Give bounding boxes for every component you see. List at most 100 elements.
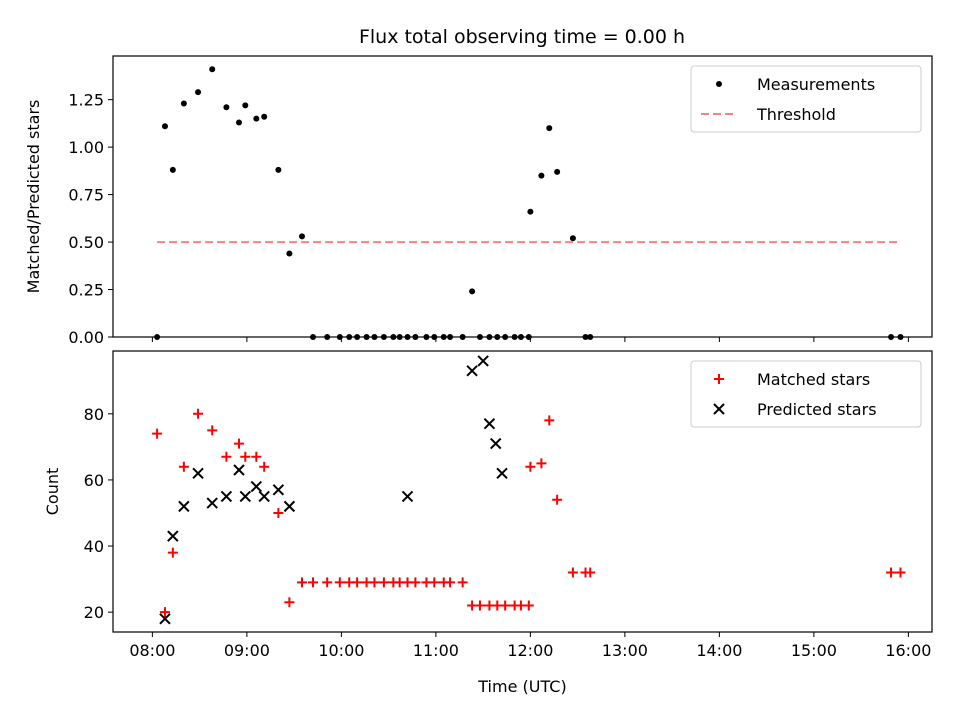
measurement-point xyxy=(346,334,353,340)
matched-stars-point xyxy=(500,600,511,611)
measurement-point xyxy=(431,334,438,340)
y-tick-label: 0.50 xyxy=(68,233,104,252)
measurement-point xyxy=(587,334,594,340)
matched-stars-point xyxy=(429,577,440,588)
measurement-point xyxy=(310,334,317,340)
figure-title: Flux total observing time = 0.00 h xyxy=(359,26,685,48)
y-tick-label: 0.75 xyxy=(68,186,104,205)
matched-stars-point xyxy=(322,577,333,588)
predicted-stars-point xyxy=(401,490,414,503)
matched-stars-point xyxy=(352,577,363,588)
matched-stars-point xyxy=(544,415,555,426)
legend-label: Predicted stars xyxy=(757,400,877,419)
measurement-point xyxy=(396,334,403,340)
predicted-stars-point xyxy=(466,365,478,377)
x-tick-label: 09:00 xyxy=(224,641,270,660)
y-axis-label: Count xyxy=(43,468,62,516)
matched-stars-point xyxy=(410,577,421,588)
measurement-point xyxy=(169,166,176,173)
measurement-point xyxy=(888,334,895,340)
top-panel-measurements: 0.00 0.25 0.50 0.75 1.00 1.25 Matched/Predicte… xyxy=(24,55,933,347)
legend-box xyxy=(690,360,922,428)
measurement-point xyxy=(412,334,419,340)
matched-stars-point xyxy=(273,507,284,518)
matched-stars-point xyxy=(207,425,218,436)
legend-predicted-swatch xyxy=(713,403,725,415)
matched-stars-point xyxy=(895,567,906,578)
measurement-point xyxy=(336,334,343,340)
measurement-point xyxy=(554,168,561,175)
matched-stars-point xyxy=(259,461,270,472)
measurement-point xyxy=(476,334,483,340)
measurement-point xyxy=(569,235,576,242)
y-tick-label: 60 xyxy=(84,471,104,490)
legend-label: Matched stars xyxy=(757,370,870,389)
measurement-point xyxy=(363,334,370,340)
measurement-point xyxy=(390,334,397,340)
axes-frame xyxy=(112,350,933,633)
measurement-point xyxy=(582,334,589,340)
predicted-stars-point xyxy=(178,500,190,513)
predicted-stars-point xyxy=(239,490,252,503)
y-tick-label: 40 xyxy=(84,537,104,556)
legend-label: Measurements xyxy=(757,75,875,94)
measurement-point xyxy=(286,250,293,257)
matched-stars-point xyxy=(474,600,485,611)
matched-stars-point xyxy=(457,577,468,588)
matched-stars-point xyxy=(152,428,163,439)
y-tick-label: 0.25 xyxy=(68,281,104,300)
measurement-point xyxy=(486,334,493,340)
predicted-stars-point xyxy=(483,418,496,430)
matched-stars-point xyxy=(297,577,307,588)
measurement-point xyxy=(236,119,242,126)
measurement-point xyxy=(546,125,553,132)
matched-stars-point xyxy=(378,577,389,588)
x-tick-label: 11:00 xyxy=(413,641,459,660)
matched-stars-point xyxy=(178,461,189,472)
measurement-point xyxy=(242,102,249,109)
measurement-point xyxy=(511,334,518,340)
measurement-point xyxy=(261,113,268,120)
legend-matched-swatch xyxy=(714,374,724,384)
predicted-stars-point xyxy=(477,355,489,367)
measurement-point xyxy=(354,334,361,340)
measurement-point xyxy=(525,334,532,340)
measurement-point xyxy=(517,334,524,340)
measurement-point xyxy=(469,288,476,295)
measurement-point xyxy=(275,166,282,173)
predicted-stars-point xyxy=(496,467,508,480)
predicted-stars-point xyxy=(167,530,179,542)
predicted-stars-point xyxy=(159,613,171,625)
bottom-panel-counts: 08:00 09:00 10:00 11:00 12:00 13:00 14:00 15:00… xyxy=(43,350,933,696)
predicted-stars-point xyxy=(490,437,502,450)
measurement-point xyxy=(380,334,387,340)
matched-stars-point xyxy=(585,567,596,578)
measurement-point xyxy=(897,334,904,340)
legend-measurement-swatch xyxy=(716,81,722,87)
legend-label: Threshold xyxy=(756,105,836,124)
x-tick-label: 14:00 xyxy=(696,641,742,660)
x-axis-label: Time (UTC) xyxy=(477,677,566,696)
matched-stars-point xyxy=(886,567,897,578)
measurement-point xyxy=(299,233,305,240)
predicted-stars-point xyxy=(250,480,263,493)
matched-stars-point xyxy=(523,600,534,611)
predicted-stars-point xyxy=(233,464,245,476)
predicted-stars-point xyxy=(272,484,285,496)
matched-stars-point xyxy=(567,567,578,578)
matched-stars-point xyxy=(525,461,536,472)
legend-box xyxy=(690,65,922,133)
measurement-point xyxy=(447,334,454,340)
matched-stars-point xyxy=(240,451,251,462)
matched-stars-point xyxy=(334,577,345,588)
matched-stars-point xyxy=(445,577,456,588)
predicted-stars-point xyxy=(192,467,204,480)
y-axis-label: Matched/Predicted stars xyxy=(24,100,43,294)
measurement-point xyxy=(459,334,466,340)
measurement-point xyxy=(371,334,378,340)
measurement-point xyxy=(180,100,187,107)
measurement-point xyxy=(209,66,216,73)
matched-stars-point xyxy=(221,451,232,462)
y-tick-label: 1.25 xyxy=(68,91,104,110)
predicted-stars-point xyxy=(258,490,270,503)
